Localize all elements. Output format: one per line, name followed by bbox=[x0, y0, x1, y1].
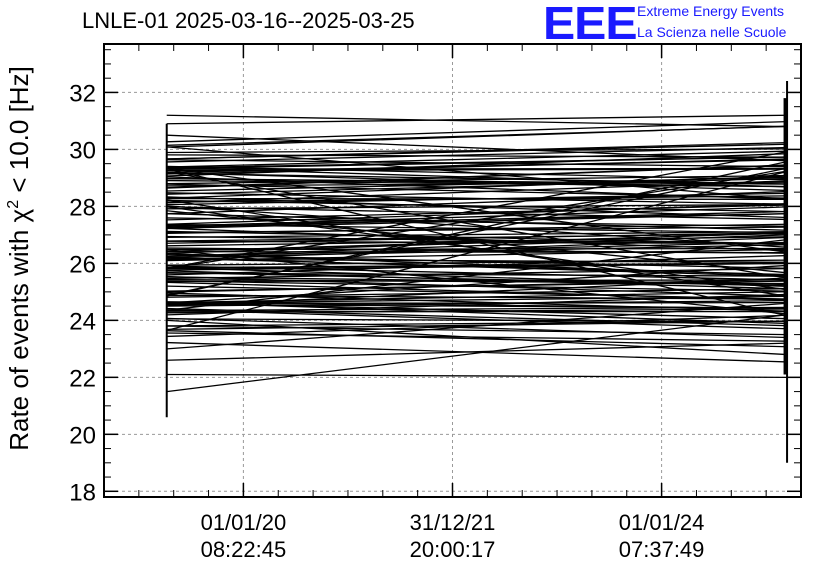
x-tick-time-label: 20:00:17 bbox=[410, 537, 496, 562]
series-line bbox=[166, 125, 788, 146]
y-axis-label-prefix: Rate of events with bbox=[4, 222, 34, 450]
chart-title: LNLE-01 2025-03-16--2025-03-25 bbox=[82, 8, 415, 33]
series-line bbox=[166, 143, 788, 160]
series-line bbox=[166, 247, 788, 251]
series-line bbox=[166, 330, 788, 348]
series-line bbox=[166, 230, 788, 245]
series-line bbox=[166, 148, 788, 154]
series-line bbox=[166, 309, 788, 330]
series-line bbox=[166, 252, 788, 277]
series-line bbox=[166, 204, 788, 221]
series-line bbox=[166, 150, 788, 168]
series-line bbox=[166, 280, 788, 292]
y-tick-label: 28 bbox=[69, 194, 96, 221]
outlier-series-line bbox=[166, 134, 788, 162]
x-tick-time-label: 08:22:45 bbox=[201, 537, 287, 562]
series-line bbox=[166, 172, 788, 185]
series-line bbox=[166, 158, 788, 175]
x-tick-time-label: 07:37:49 bbox=[619, 537, 705, 562]
series-line bbox=[166, 203, 788, 210]
series-line bbox=[166, 205, 788, 248]
outlier-series-line bbox=[166, 319, 788, 356]
series-line bbox=[166, 265, 788, 281]
outlier-series-line bbox=[166, 302, 788, 350]
logo-line-2: La Scienza nelle Scuole bbox=[637, 24, 787, 40]
y-tick-label: 18 bbox=[69, 479, 96, 506]
series-line bbox=[166, 317, 788, 339]
data-layer bbox=[165, 81, 789, 463]
series-line bbox=[166, 294, 788, 300]
x-tick-date-label: 01/01/20 bbox=[201, 510, 287, 535]
series-line bbox=[166, 177, 788, 195]
y-axis-label-suffix: < 10.0 [Hz] bbox=[4, 66, 34, 200]
y-axis-label-chi: χ bbox=[4, 208, 34, 222]
outlier-series-line bbox=[166, 114, 788, 128]
series-line bbox=[166, 256, 788, 278]
series-line bbox=[166, 170, 788, 331]
series-line bbox=[166, 156, 788, 169]
series-line bbox=[166, 168, 788, 172]
outlier-series-line bbox=[166, 373, 788, 378]
series-line bbox=[166, 236, 788, 247]
series-line bbox=[166, 279, 788, 283]
series-line bbox=[166, 183, 788, 199]
series-line bbox=[166, 258, 788, 263]
series-line bbox=[166, 235, 788, 245]
y-tick-label: 20 bbox=[69, 422, 96, 449]
series-line bbox=[166, 278, 788, 285]
series-line bbox=[166, 192, 788, 205]
series-line bbox=[166, 217, 788, 227]
outlier-series-line bbox=[166, 114, 788, 125]
x-tick-date-label: 01/01/24 bbox=[619, 510, 705, 535]
eee-logo: EEE bbox=[543, 0, 638, 49]
series-line bbox=[166, 318, 788, 323]
tick-layer bbox=[104, 44, 801, 497]
series-line bbox=[166, 248, 788, 262]
series-line bbox=[166, 285, 788, 300]
y-tick-label: 32 bbox=[69, 80, 96, 107]
outlier-series-line bbox=[166, 342, 788, 361]
y-axis-label: Rate of events with χ2 < 10.0 [Hz] bbox=[4, 66, 34, 451]
series-line bbox=[166, 171, 788, 279]
y-tick-label: 26 bbox=[69, 251, 96, 278]
series-line bbox=[166, 250, 788, 254]
series-line bbox=[166, 213, 788, 230]
logo-line-1: Extreme Energy Events bbox=[637, 3, 785, 19]
series-line bbox=[166, 325, 788, 336]
series-line bbox=[166, 206, 788, 228]
y-tick-label: 24 bbox=[69, 308, 96, 335]
series-line bbox=[166, 303, 788, 309]
series-line bbox=[166, 223, 788, 234]
series-line bbox=[166, 178, 788, 185]
y-tick-label: 30 bbox=[69, 137, 96, 164]
y-axis-label-exp: 2 bbox=[5, 200, 22, 209]
outlier-series-line bbox=[166, 314, 788, 393]
series-line bbox=[166, 230, 788, 239]
series-line bbox=[166, 153, 788, 177]
x-tick-date-label: 31/12/21 bbox=[410, 510, 496, 535]
series-line bbox=[166, 270, 788, 290]
series-line bbox=[166, 170, 788, 270]
series-line bbox=[166, 262, 788, 270]
y-tick-label: 22 bbox=[69, 365, 96, 392]
